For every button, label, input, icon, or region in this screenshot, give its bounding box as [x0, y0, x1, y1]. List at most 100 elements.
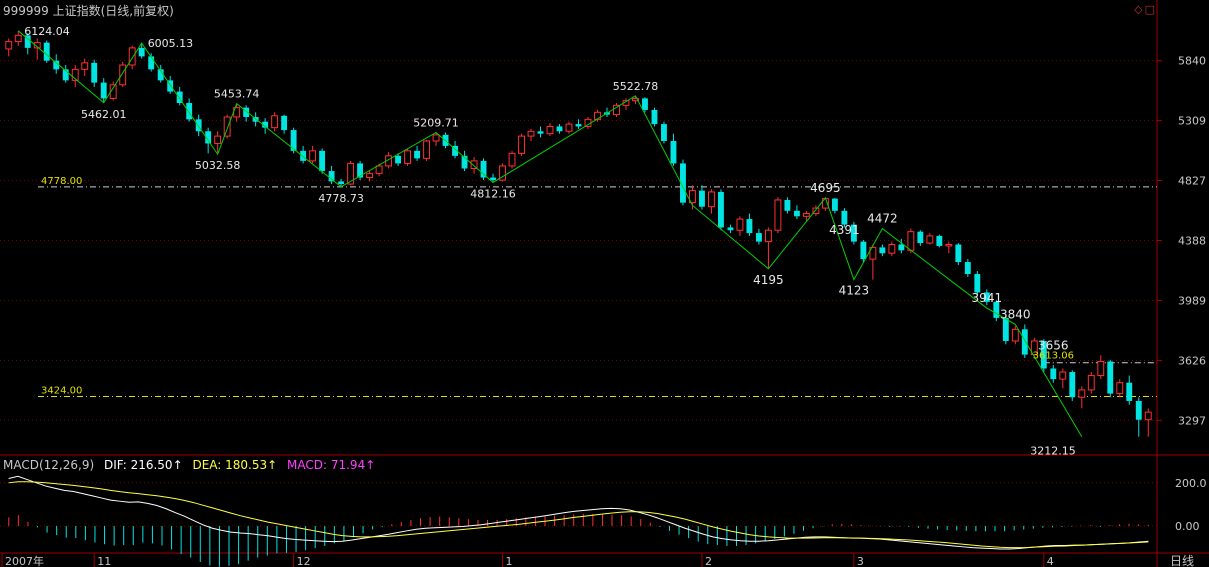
annotation-label: 6005.13 — [148, 37, 194, 50]
annotations: 6124.04 5462.01 6005.13 5032.58 5453.74 4778.… — [24, 25, 1076, 458]
macd-name: MACD(12,26,9) — [3, 458, 95, 472]
time-axis: 2007年 11 12 1 2 3 4 日线 — [1, 553, 1194, 567]
window-controls[interactable]: ◇□ — [1134, 3, 1157, 16]
macd-header: MACD(12,26,9) DIF: 216.50↑ DEA: 180.53↑ … — [3, 458, 381, 472]
dif-value: DIF: 216.50↑ — [103, 458, 183, 472]
candle-down — [357, 163, 364, 178]
chart-title: 999999 上证指数(日线,前复权) — [3, 4, 174, 18]
zigzag-polyline — [17, 30, 1083, 437]
candle-down — [793, 210, 800, 217]
candle-down — [300, 150, 307, 161]
candle-down — [537, 131, 544, 134]
candle-down — [964, 262, 971, 275]
candle-up — [888, 244, 896, 254]
candle-down — [62, 69, 69, 81]
candle-down — [917, 231, 924, 244]
restore-icon[interactable]: □ — [1144, 3, 1157, 16]
annotation-label: 3941 — [972, 291, 1003, 305]
candle-up — [1059, 371, 1067, 380]
candle-down — [24, 35, 31, 48]
candle-up — [432, 134, 440, 142]
candle-up — [499, 165, 506, 181]
candle-up — [774, 199, 782, 231]
annotation-label: 5209.71 — [413, 116, 459, 129]
candle-up — [366, 173, 374, 179]
candle-up — [508, 152, 516, 167]
macd-y-tick-label: 200.0 — [1175, 477, 1207, 490]
candle-down — [395, 155, 402, 164]
candle-down — [319, 150, 326, 172]
y-tick-label: 3297 — [1178, 414, 1206, 427]
candle-down — [898, 244, 905, 251]
candle-up — [347, 162, 355, 185]
candle-down — [556, 126, 563, 132]
candle-down — [452, 145, 458, 156]
candle-down — [746, 219, 753, 234]
candle-up — [736, 218, 744, 231]
candle-down — [955, 244, 962, 263]
annotation-label: 4695 — [810, 181, 841, 195]
candle-down — [841, 210, 848, 225]
period-label: 日线 — [1170, 554, 1194, 567]
macd-y-tick-label: 0.00 — [1175, 520, 1200, 533]
reference-line-label: 3424.00 — [41, 386, 82, 397]
candle-up — [907, 231, 915, 251]
candle-up — [375, 165, 383, 175]
candle-down — [480, 160, 487, 178]
candle-down — [461, 155, 468, 169]
dif-line — [8, 475, 1149, 550]
candle-down — [680, 163, 686, 203]
candle-up — [1097, 361, 1105, 377]
candle-down — [414, 150, 421, 159]
y-tick-label: 4388 — [1178, 234, 1206, 247]
annotation-label: 4778.73 — [318, 192, 364, 205]
candle-down — [1040, 340, 1047, 369]
candle-down — [1002, 317, 1009, 341]
annotation-label: 3613.06 — [1033, 351, 1074, 362]
x-tick-label: 12 — [297, 555, 311, 567]
candlestick-series — [5, 30, 1152, 437]
horizontal-lines: 4778.00 3424.00 — [38, 176, 1157, 398]
annotation-label: 5522.78 — [613, 80, 659, 93]
candle-down — [1135, 400, 1142, 420]
candle-down — [936, 235, 943, 246]
annotation-label: 5453.74 — [214, 88, 260, 101]
candle-up — [926, 235, 934, 244]
candle-up — [546, 125, 554, 135]
candle-up — [309, 150, 317, 162]
candle-up — [613, 104, 620, 116]
candle-down — [727, 227, 734, 231]
annotation-label: 5462.01 — [81, 108, 127, 121]
y-tick-label: 5840 — [1178, 55, 1206, 68]
zigzag-line — [17, 30, 1083, 437]
candle-down — [661, 124, 667, 141]
y-tick-label: 3626 — [1178, 354, 1206, 367]
candle-down — [651, 109, 658, 125]
candle-down — [575, 124, 582, 127]
candle-down — [281, 115, 288, 131]
candle-up — [1030, 340, 1038, 356]
candle-down — [262, 121, 269, 128]
candle-up — [565, 123, 573, 132]
candle-down — [290, 130, 297, 151]
candle-down — [157, 69, 164, 81]
candle-down — [1107, 361, 1114, 394]
candle-down — [148, 56, 155, 70]
annotation-label: 4195 — [753, 273, 784, 287]
candle-down — [1021, 329, 1028, 355]
candle-up — [1087, 375, 1095, 391]
candle-up — [404, 150, 412, 164]
candle-up — [214, 135, 222, 144]
dea-value: DEA: 180.53↑ — [192, 458, 278, 472]
candle-up — [71, 68, 79, 81]
candle-down — [138, 47, 145, 57]
candle-up — [14, 34, 22, 43]
y-tick-label: 4827 — [1178, 175, 1206, 188]
x-tick-label: 4 — [1047, 555, 1054, 567]
candle-down — [195, 119, 202, 132]
annotation-label: 5032.58 — [195, 159, 241, 172]
candle-down — [176, 91, 183, 103]
candle-down — [205, 131, 212, 144]
